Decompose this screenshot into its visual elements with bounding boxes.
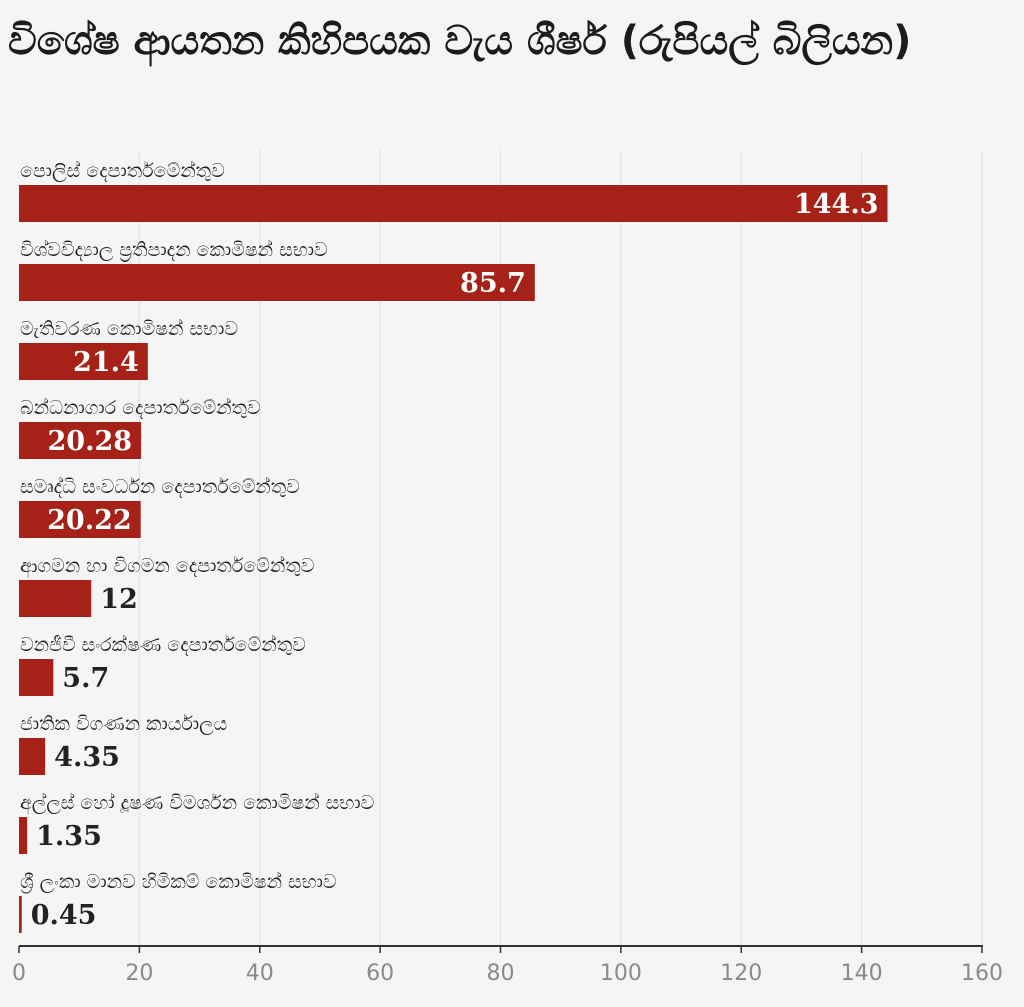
bar [19,422,142,459]
category-label: පොලිස් දෙපාර්තමේන්තුව [20,160,225,182]
category-label: ජාතික විගණන කාර්යාලය [20,713,227,735]
bar [19,896,22,933]
category-label: විශ්වවිද්‍යාල ප්‍රතිපාදන කොමිෂන් සභාව [20,239,328,262]
category-label: ආගමන හා විගමන දෙපාර්තමේන්තුව [20,555,314,578]
value-label: 20.22 [47,505,132,536]
bar [19,659,54,696]
x-tick-label: 60 [366,961,394,986]
bars: පොලිස් දෙපාර්තමේන්තුව 144.3 විශ්වවිද්‍යාල … [19,160,888,933]
bar [19,185,888,222]
value-label: 0.45 [31,900,97,931]
category-label: අල්ලස් හෝ දූෂණ විමර්ශන කොමිෂන් සභාව [20,792,374,815]
bar [19,817,28,854]
chart-title: විශේෂ ආයතන කිහිපයක වැය ශීර්ෂ (රුපියල් බි… [8,18,912,64]
bar [19,580,92,617]
x-tick-label: 40 [246,961,274,986]
x-tick-label: 20 [125,961,153,986]
x-tick-label: 160 [961,961,1003,986]
category-label: ශ්‍රී ලංකා මානව හිමිකම් කොමිෂන් සභාව [20,871,337,893]
bar [19,264,535,301]
value-label: 85.7 [460,268,526,299]
value-label: 1.35 [36,821,102,852]
category-label: වනජීවී සංරක්ෂණ දෙපාර්තමේන්තුව [20,634,306,656]
category-label: බන්ධනාගාර දෙපාර්තමේන්තුව [20,397,261,419]
x-tick-label: 140 [841,961,883,986]
x-tick-label: 0 [12,961,26,986]
x-tick-label: 120 [720,961,762,986]
x-tick-label: 100 [600,961,642,986]
value-label: 144.3 [794,189,879,220]
category-label: සමෘද්ධි සංවර්ධන දෙපාර්තමේන්තුව [20,476,300,498]
value-label: 4.35 [54,742,120,773]
value-label: 20.28 [48,426,133,457]
value-label: 5.7 [62,663,109,694]
x-tick-label: 80 [487,961,515,986]
value-label: 12 [100,584,138,615]
x-axis: 0 20 40 60 80 100 120 140 160 [12,945,1003,986]
value-label: 21.4 [73,347,139,378]
bar [19,738,46,775]
bar [19,501,141,538]
category-label: මැතිවරණ කොමිෂන් සභාව [20,318,238,340]
bar [19,343,148,380]
